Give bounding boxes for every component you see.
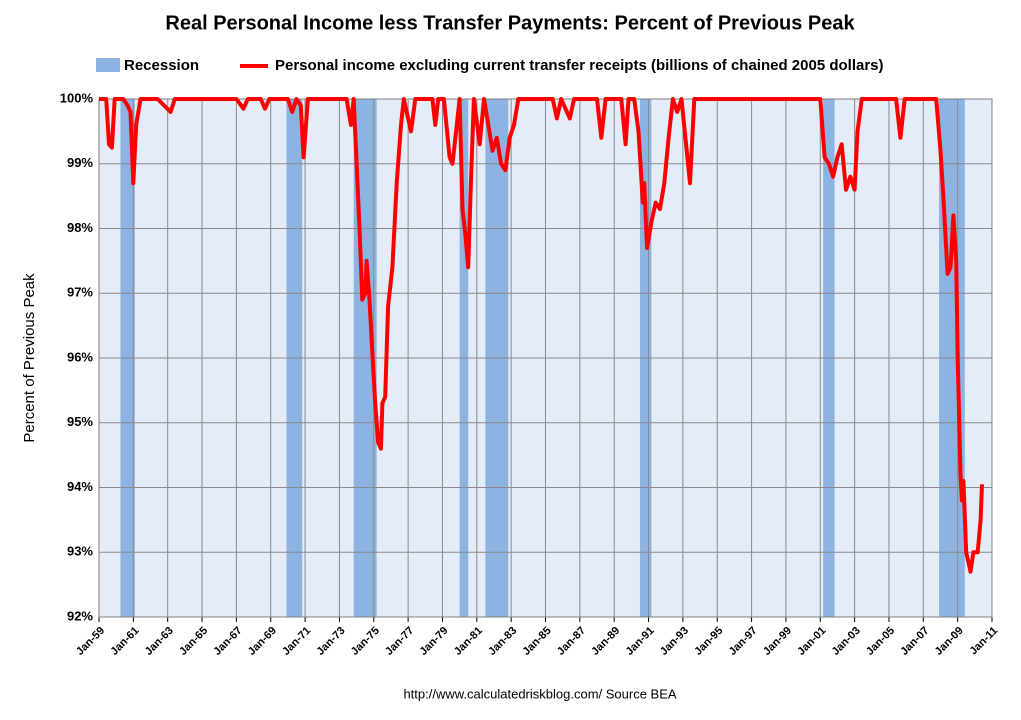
y-tick-label: 93%	[67, 544, 93, 559]
y-tick-label: 97%	[67, 285, 93, 300]
y-tick-label: 94%	[67, 479, 93, 494]
y-tick-label: 95%	[67, 414, 93, 429]
source-note: http://www.calculatedriskblog.com/ Sourc…	[403, 686, 676, 701]
y-tick-label: 96%	[67, 349, 93, 364]
y-tick-label: 92%	[67, 608, 93, 623]
y-tick-label: 100%	[60, 90, 94, 105]
chart-title: Real Personal Income less Transfer Payme…	[165, 12, 855, 34]
y-axis-label: Percent of Previous Peak	[21, 273, 38, 443]
legend-label: Personal income excluding current transf…	[275, 57, 884, 74]
y-tick-label: 98%	[67, 220, 93, 235]
legend-label: Recession	[124, 57, 199, 74]
data-line	[99, 97, 984, 574]
y-tick-label: 99%	[67, 155, 93, 170]
legend-swatch	[96, 58, 120, 72]
